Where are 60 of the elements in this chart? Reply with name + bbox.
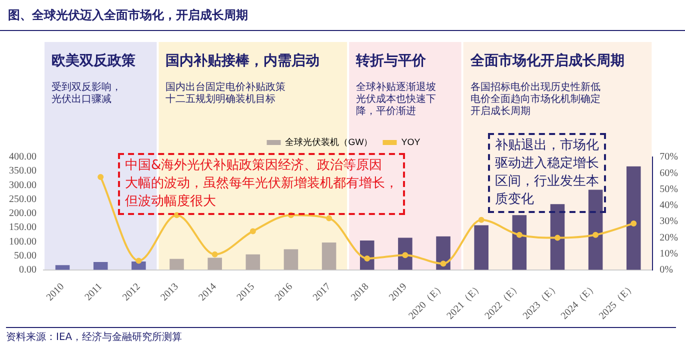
y-tick-label: 350.00 <box>9 166 36 177</box>
bar <box>398 238 412 270</box>
band-label: 国内补贴接棒，内需启动 <box>166 52 320 70</box>
point <box>554 234 560 241</box>
point <box>402 252 408 258</box>
y2-tick-label: 40% <box>660 200 678 212</box>
y-tick-label: 100.00 <box>9 236 36 248</box>
annotation: 补贴退出，市场化驱动进入稳定增长区间，行业发生本质变化 <box>488 133 606 213</box>
point <box>174 212 180 218</box>
point <box>516 232 522 238</box>
annotation: 中国&海外光伏补贴政策因经济、政治等原因大幅的波动，虽然每年光伏新增装机都有增长，但波动幅度很大 <box>118 153 405 215</box>
x-tick-label: 2011 <box>82 281 105 304</box>
bar <box>246 254 260 270</box>
bar <box>55 265 70 270</box>
bar <box>208 258 222 270</box>
y2-tick-label: 10% <box>660 248 678 260</box>
point <box>440 260 446 267</box>
text: 各国招标电价出现历史性新低电价全面趋向市场化机制确定开启成长周期 <box>470 82 600 118</box>
y-tick-label: 50.00 <box>14 250 36 262</box>
point <box>98 174 104 180</box>
text: 资料来源：IEA，经济与金融研究所测算 <box>6 327 676 344</box>
y2-tick-label: 0% <box>660 264 674 276</box>
y-tick-label: 0.00 <box>19 264 36 276</box>
y2-tick-label: 20% <box>660 232 678 244</box>
text: 全球补贴逐渐退坡光伏成本也快速下降，平价渐进 <box>356 82 436 118</box>
bar <box>170 258 184 270</box>
legend-label: YOY <box>401 136 420 147</box>
y2-tick-label: 60% <box>660 168 678 179</box>
bar <box>93 262 108 270</box>
point <box>478 216 484 223</box>
point <box>630 220 637 226</box>
band-label: 欧美双反政策 <box>52 52 136 70</box>
bar <box>474 225 488 270</box>
text: 国内出台固定电价补贴政策十二五规划明确装机目标 <box>166 82 286 106</box>
y-tick-label: 200.00 <box>9 208 36 220</box>
bar <box>512 215 527 270</box>
point <box>326 215 332 222</box>
bar <box>550 204 565 270</box>
y2-tick-label: 50% <box>660 184 678 195</box>
text: 受到双反影响，光伏出口骤减 <box>52 82 122 106</box>
y2-tick-label: 30% <box>660 216 678 228</box>
legend-label: 全球光伏装机（GW） <box>285 136 373 147</box>
chart-title: 图、全球光伏迈入全面市场化，开启成长周期 <box>8 7 248 24</box>
point <box>212 251 218 258</box>
bar <box>436 236 450 270</box>
point <box>592 232 599 238</box>
y-tick-label: 250.00 <box>9 194 36 205</box>
bar <box>284 249 298 270</box>
point <box>136 258 142 264</box>
bar <box>588 190 603 270</box>
band-label: 全面市场化开启成长周期 <box>470 52 624 70</box>
y-tick-label: 150.00 <box>9 222 36 234</box>
band-label: 转折与平价 <box>356 52 426 70</box>
point <box>250 228 256 234</box>
y2-tick-label: 70% <box>660 152 678 163</box>
y-tick-label: 400.00 <box>9 152 36 163</box>
bar <box>322 242 336 270</box>
bar <box>626 166 641 270</box>
point <box>364 255 370 262</box>
y-tick-label: 300.00 <box>9 180 36 191</box>
